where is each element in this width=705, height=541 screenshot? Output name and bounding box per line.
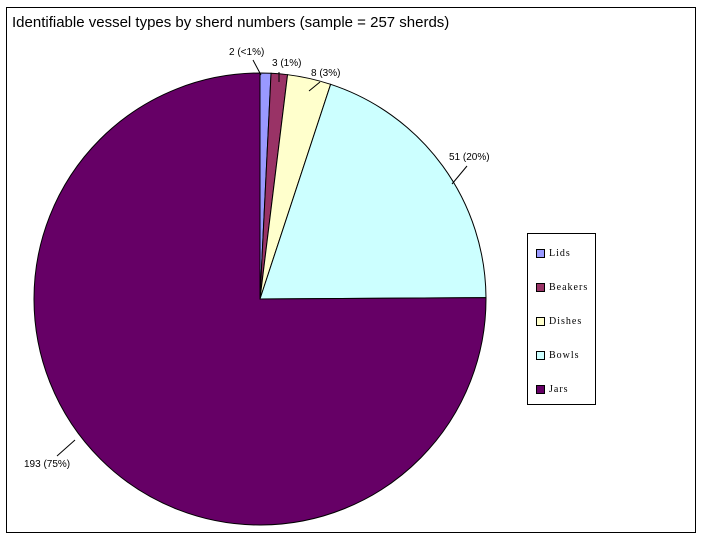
chart-frame: Identifiable vessel types by sherd numbe… (6, 7, 696, 533)
leader-line-dishes (308, 81, 321, 92)
data-label-beakers: 3 (1%) (272, 58, 301, 69)
legend-item-beakers: Beakers (536, 282, 588, 296)
legend: Lids Beakers Dishes Bowls Jars (527, 233, 596, 405)
leader-line-jars (56, 439, 76, 457)
legend-swatch-beakers (536, 283, 545, 293)
legend-label: Jars (549, 384, 569, 396)
data-label-dishes: 8 (3%) (311, 68, 340, 79)
leader-line-bowls (451, 165, 468, 185)
data-label-lids: 2 (<1%) (229, 47, 264, 58)
legend-swatch-dishes (536, 317, 545, 327)
data-label-bowls: 51 (20%) (449, 152, 490, 163)
legend-label: Dishes (549, 316, 583, 328)
pie-slice-jars (33, 72, 487, 526)
legend-item-jars: Jars (536, 384, 569, 398)
pie-slice-bowls (259, 83, 487, 300)
legend-swatch-jars (536, 385, 545, 395)
legend-item-dishes: Dishes (536, 316, 582, 330)
legend-item-bowls: Bowls (536, 350, 580, 364)
pie-chart: 2 (<1%) 3 (1%) 8 (3%) 51 (20%) 193 (75%) (24, 47, 490, 526)
legend-swatch-bowls (536, 351, 545, 361)
leader-line-lids (252, 59, 262, 76)
data-label-jars: 193 (75%) (24, 459, 70, 470)
chart-title: Identifiable vessel types by sherd numbe… (12, 14, 450, 31)
legend-label: Beakers (549, 282, 589, 294)
legend-swatch-lids (536, 249, 545, 259)
legend-item-lids: Lids (536, 248, 571, 262)
legend-label: Lids (549, 248, 571, 260)
legend-label: Bowls (549, 350, 580, 362)
